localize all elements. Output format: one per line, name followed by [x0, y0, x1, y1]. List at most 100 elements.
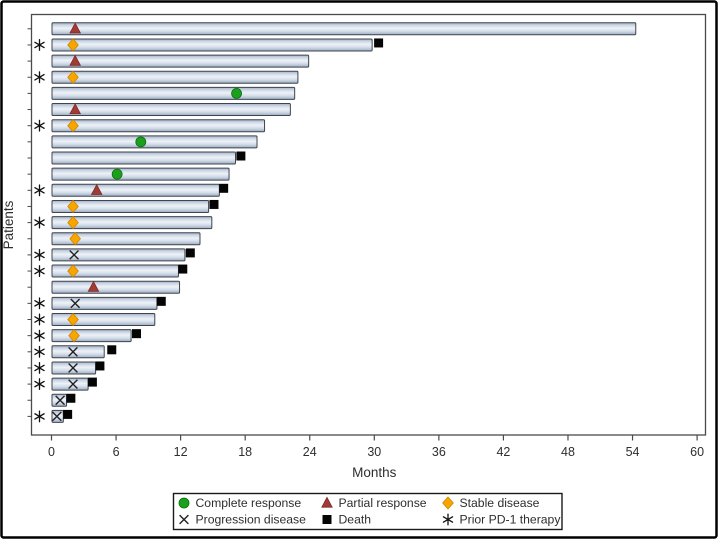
- x-tick-label: 18: [238, 445, 252, 459]
- partial-response-icon: [69, 103, 82, 115]
- patient-bar: [51, 86, 296, 100]
- stable-disease-icon: [67, 119, 79, 133]
- progression-disease-icon: [55, 395, 66, 406]
- stable-disease-icon: [67, 312, 79, 327]
- prior-pd1-icon: [34, 119, 45, 132]
- prior-pd1-icon: [442, 513, 454, 526]
- death-icon: [63, 409, 73, 419]
- patient-bar: [51, 296, 158, 310]
- progression-disease-icon: [70, 298, 81, 309]
- death-icon: [209, 199, 219, 209]
- progression-disease-icon: [51, 411, 62, 422]
- prior-pd1-icon: [34, 71, 45, 84]
- patient-bar: [51, 183, 220, 197]
- patient-bar: [51, 313, 156, 326]
- patient-bar: [51, 345, 105, 359]
- prior-pd1-icon: [34, 39, 45, 51]
- stable-disease-icon: [67, 215, 79, 230]
- patient-bar: [51, 216, 213, 230]
- death-icon: [374, 38, 384, 48]
- prior-pd1-icon: [34, 216, 45, 229]
- death-icon: [219, 183, 229, 193]
- prior-pd1-icon: [34, 265, 45, 277]
- partial-response-icon: [69, 22, 82, 34]
- death-icon: [95, 361, 105, 371]
- legend-box: [172, 492, 563, 531]
- complete-response-icon: [231, 88, 242, 99]
- prior-pd1-icon: [34, 378, 45, 391]
- legend-label-prior-pd1: Prior PD-1 therapy: [460, 513, 562, 527]
- prior-pd1-icon: [34, 345, 45, 358]
- death-icon: [87, 377, 97, 387]
- stable-disease-icon: [442, 496, 454, 510]
- partial-response-icon: [321, 496, 333, 508]
- legend-label-death: Death: [339, 513, 372, 527]
- death-icon: [132, 329, 142, 339]
- stable-disease-icon: [69, 232, 82, 246]
- patient-bar: [51, 199, 210, 213]
- prior-pd1-icon: [34, 329, 45, 342]
- x-tick-label: 48: [561, 445, 575, 459]
- stable-disease-icon: [68, 329, 80, 343]
- prior-pd1-icon: [34, 297, 45, 310]
- legend-label-progression-disease: Progression disease: [196, 513, 307, 527]
- prior-pd1-icon: [34, 184, 45, 197]
- partial-response-icon: [87, 280, 100, 292]
- legend-label-partial-response: Partial response: [339, 496, 427, 510]
- death-icon: [185, 248, 195, 258]
- partial-response-icon: [90, 183, 103, 195]
- y-axis-label: Patients: [1, 200, 16, 249]
- patient-bar: [51, 280, 181, 294]
- patient-bar: [51, 377, 89, 391]
- patient-bar: [51, 135, 258, 149]
- patient-bar: [51, 329, 132, 343]
- patient-bar: [51, 248, 186, 262]
- complete-response-icon: [135, 136, 147, 148]
- patient-bar: [51, 22, 637, 36]
- stable-disease-icon: [67, 38, 79, 52]
- x-tick-label: 60: [690, 445, 704, 459]
- x-tick-label: 0: [48, 445, 55, 459]
- progression-disease-icon: [68, 363, 78, 373]
- complete-response-icon: [111, 168, 123, 180]
- progression-disease-icon: [68, 346, 78, 357]
- death-icon: [66, 393, 76, 403]
- stable-disease-icon: [67, 70, 79, 84]
- legend-label-stable-disease: Stable disease: [460, 496, 540, 510]
- legend-label-complete-response: Complete response: [196, 496, 302, 510]
- complete-response-icon: [178, 497, 190, 509]
- x-tick-label: 54: [626, 445, 640, 459]
- prior-pd1-icon: [34, 248, 45, 261]
- patient-bar: [51, 54, 310, 68]
- death-icon: [236, 151, 246, 161]
- x-tick-label: 36: [432, 445, 446, 459]
- patient-bar: [51, 38, 373, 52]
- prior-pd1-icon: [34, 313, 45, 326]
- patient-bar: [51, 151, 236, 165]
- patient-bar: [51, 167, 230, 181]
- partial-response-icon: [69, 54, 82, 66]
- progression-disease-icon: [69, 250, 79, 260]
- x-tick-label: 12: [174, 445, 188, 459]
- stable-disease-icon: [67, 199, 79, 214]
- x-tick-label: 30: [367, 445, 381, 459]
- x-tick-label: 42: [496, 445, 510, 459]
- death-icon: [107, 345, 117, 355]
- death-icon: [156, 296, 166, 306]
- plot-frame: [30, 13, 707, 436]
- death-icon: [322, 515, 332, 524]
- stable-disease-icon: [67, 264, 79, 278]
- patient-bar: [51, 70, 299, 84]
- progression-disease-icon: [68, 379, 78, 389]
- patient-bar: [51, 232, 201, 246]
- death-icon: [178, 264, 188, 274]
- x-tick-label: 6: [113, 445, 120, 459]
- patient-bar: [51, 119, 266, 133]
- x-axis-label: Months: [352, 465, 397, 480]
- progression-disease-icon: [179, 514, 189, 525]
- x-tick-label: 24: [303, 445, 317, 459]
- prior-pd1-icon: [34, 362, 45, 374]
- prior-pd1-icon: [34, 410, 45, 423]
